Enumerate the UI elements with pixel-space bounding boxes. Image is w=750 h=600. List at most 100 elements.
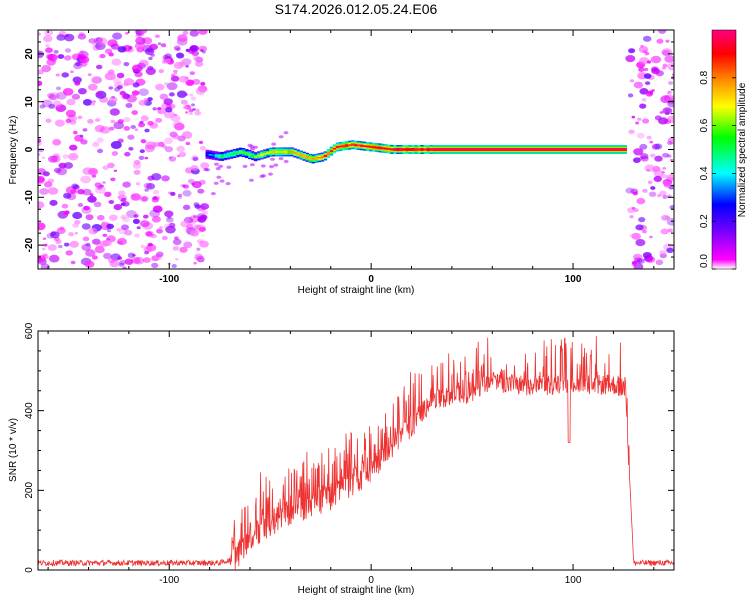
noise-blob — [661, 48, 673, 56]
noise-blob — [636, 132, 645, 139]
noise-blob — [166, 82, 178, 91]
track-cell — [423, 148, 427, 151]
noise-blob — [164, 137, 174, 145]
noise-blob — [631, 115, 636, 119]
noise-blob — [667, 228, 673, 233]
track-cell — [475, 148, 479, 151]
noise-blob — [61, 72, 69, 78]
noise-blob — [200, 203, 210, 210]
noise-blob — [180, 99, 188, 105]
noise-blob — [144, 128, 150, 133]
noise-blob — [155, 83, 165, 91]
noise-blob — [71, 93, 80, 100]
track-cell — [614, 148, 618, 151]
track-echo — [216, 175, 222, 179]
noise-blob — [633, 81, 644, 89]
noise-blob — [78, 88, 87, 95]
noise-blob — [151, 197, 160, 203]
track-echo — [205, 168, 210, 172]
noise-blob — [152, 189, 160, 195]
noise-blob — [124, 151, 131, 157]
noise-blob — [134, 233, 140, 238]
noise-blob — [88, 83, 98, 91]
noise-blob — [165, 225, 176, 234]
noise-blob — [663, 182, 671, 188]
noise-blob — [649, 235, 653, 239]
snr-frame — [37, 330, 675, 571]
colorbar-tick-label: 0.4 — [699, 166, 710, 180]
track-cell — [347, 144, 352, 146]
track-echo — [283, 131, 289, 135]
track-cell — [447, 148, 452, 151]
noise-blob — [666, 154, 672, 158]
noise-blob — [85, 214, 94, 221]
noise-blob — [196, 239, 204, 244]
noise-blob — [58, 244, 63, 249]
noise-blob — [625, 187, 634, 194]
track-cell — [402, 148, 406, 151]
track-cell — [238, 151, 243, 153]
noise-blob — [172, 246, 180, 251]
noise-blob — [664, 55, 674, 63]
track-cell — [263, 153, 267, 155]
noise-blob — [638, 67, 645, 72]
noise-blob — [82, 128, 88, 132]
noise-blob — [69, 240, 79, 248]
noise-blob — [43, 171, 50, 177]
noise-blob — [628, 129, 635, 135]
noise-blob — [69, 144, 78, 151]
track-cell — [623, 148, 627, 151]
noise-blob — [47, 244, 57, 251]
noise-blob — [625, 55, 636, 63]
spectrogram-ytick-label: 20 — [24, 48, 35, 60]
spectrogram-noise-blobs — [38, 30, 674, 269]
noise-blob — [122, 266, 127, 269]
snr-xtick-label: 0 — [368, 575, 374, 586]
noise-blob — [646, 60, 652, 64]
track-cell — [538, 148, 543, 151]
noise-blob — [112, 77, 122, 84]
noise-blob — [50, 231, 60, 239]
noise-blob — [159, 226, 163, 229]
noise-blob — [108, 214, 118, 221]
noise-blob — [80, 139, 88, 145]
track-echo — [270, 157, 275, 161]
colorbar-label: Normalized spectral amplitude — [737, 82, 748, 217]
noise-blob — [133, 169, 141, 175]
noise-blob — [119, 260, 126, 265]
noise-blob — [106, 223, 114, 230]
noise-blob — [160, 43, 167, 48]
noise-blob — [196, 255, 205, 262]
track-cell — [408, 148, 412, 151]
noise-blob — [81, 206, 92, 214]
track-cell — [517, 148, 521, 151]
noise-blob — [48, 103, 56, 109]
track-cell — [278, 151, 282, 153]
track-cell — [248, 153, 252, 156]
track-cell — [617, 148, 621, 151]
noise-blob — [77, 50, 89, 59]
noise-blob — [662, 195, 668, 199]
noise-blob — [158, 69, 165, 74]
noise-blob — [182, 190, 192, 197]
noise-blob — [65, 250, 73, 256]
noise-blob — [130, 125, 136, 129]
noise-blob — [85, 249, 96, 257]
noise-blob — [77, 202, 84, 208]
noise-blob — [104, 72, 116, 81]
noise-blob — [175, 258, 179, 261]
noise-blob — [190, 165, 199, 171]
track-cell — [596, 148, 600, 151]
noise-blob — [650, 186, 656, 190]
noise-blob — [81, 243, 91, 251]
noise-blob — [148, 56, 153, 61]
noise-blob — [177, 193, 182, 197]
noise-blob — [123, 117, 131, 123]
noise-blob — [131, 110, 138, 115]
track-cell — [351, 143, 355, 146]
noise-blob — [139, 149, 145, 154]
noise-blob — [57, 54, 65, 59]
track-cell — [547, 148, 552, 151]
noise-blob — [88, 167, 99, 176]
